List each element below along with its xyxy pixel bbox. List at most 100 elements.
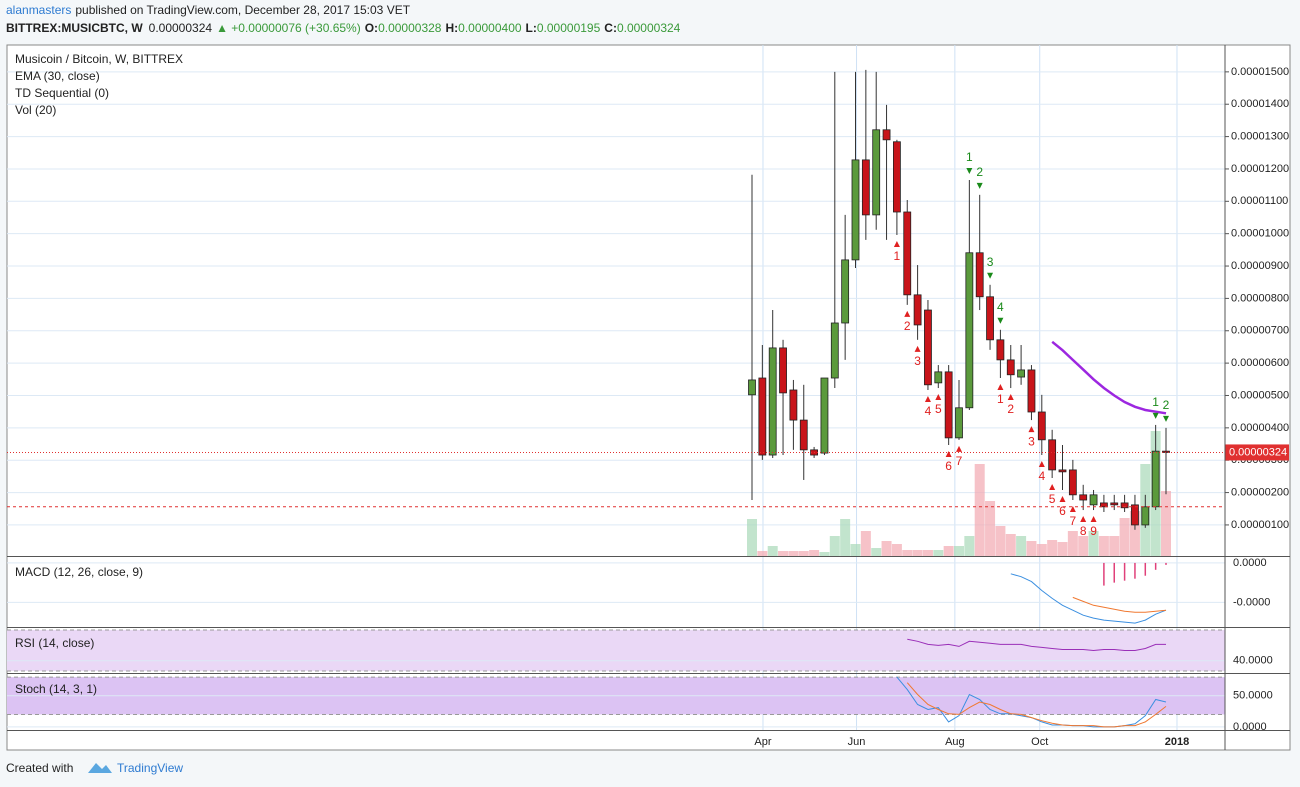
- volume-bar: [985, 501, 996, 556]
- candle-body: [1037, 411, 1046, 441]
- candle-body: [924, 309, 932, 386]
- candle-body: [748, 379, 756, 396]
- band: [7, 630, 1225, 671]
- volume-bar: [1067, 531, 1078, 556]
- volume-bar: [809, 550, 820, 556]
- x-tick-label: Aug: [945, 736, 965, 748]
- user[interactable]: alanmasters: [6, 3, 71, 17]
- indicator-title: MACD (12, 26, close, 9): [15, 565, 143, 579]
- td-arrow: [904, 310, 911, 317]
- td-label: 6: [945, 459, 952, 473]
- td-arrow: [1028, 426, 1035, 433]
- volume-bar: [1098, 536, 1109, 556]
- candle-body: [758, 377, 767, 456]
- header-line: alanmasters published on TradingView.com,…: [6, 3, 411, 17]
- candle-body: [882, 129, 891, 141]
- x-tick-label: 2018: [1165, 736, 1189, 748]
- td-label: 1: [894, 249, 901, 263]
- candle-body: [903, 211, 912, 296]
- x-tick-label: Jun: [848, 736, 866, 748]
- volume-bar: [1057, 542, 1068, 556]
- td-label: 2: [1007, 402, 1014, 416]
- y-tick-label: 0.00001200: [1231, 163, 1289, 175]
- y-tick-label: 0.0000: [1233, 721, 1267, 733]
- candle-body: [1131, 504, 1139, 526]
- td-arrow: [997, 317, 1004, 324]
- td-arrow: [1069, 506, 1076, 513]
- td-label: 1: [1152, 395, 1159, 409]
- price-label: 0.00000324: [1229, 446, 1287, 458]
- volume-bar: [933, 550, 944, 556]
- volume-bar: [1047, 540, 1058, 556]
- volume-bar: [840, 519, 851, 556]
- y-tick-label: 40.0000: [1233, 655, 1273, 667]
- symbol-line: BITTREX:MUSICBTC, W 0.00000324 ▲ +0.000000…: [6, 21, 681, 35]
- volume-bar: [1088, 531, 1099, 556]
- td-label: 2: [904, 319, 911, 333]
- volume-bar: [891, 544, 902, 556]
- published: published on TradingView.com, December 2…: [75, 3, 410, 17]
- volume-bar: [1078, 536, 1089, 556]
- volume-bar: [954, 546, 964, 556]
- volume-bar: [767, 546, 778, 556]
- td-label: 1: [966, 150, 973, 164]
- candle-body: [789, 389, 798, 421]
- candle-body: [934, 371, 943, 384]
- candle-body: [913, 294, 922, 326]
- y-tick-label: 50.0000: [1233, 690, 1273, 702]
- volume-bar: [1026, 541, 1037, 556]
- y-tick-label: 0.00001300: [1231, 130, 1289, 142]
- indicator-line: [906, 682, 1167, 728]
- td-arrow: [914, 345, 921, 352]
- volume-bar: [922, 550, 933, 556]
- td-arrow: [976, 182, 983, 189]
- candle-body: [955, 407, 963, 439]
- candle-body: [1089, 494, 1098, 506]
- td-arrow: [945, 450, 952, 457]
- td-arrow: [1152, 412, 1159, 419]
- y-tick-label: -0.0000: [1233, 596, 1270, 608]
- candle-body: [996, 339, 1005, 361]
- td-label: 3: [914, 354, 921, 368]
- y-tick-label: 0.00000800: [1231, 292, 1289, 304]
- candle-body: [1110, 502, 1119, 506]
- td-label: 8: [1080, 524, 1087, 538]
- y-tick-label: 0.0000: [1233, 557, 1267, 569]
- candle-body: [1068, 469, 1077, 496]
- y-tick-label: 0.00000700: [1231, 325, 1289, 337]
- y-tick-label: 0.00000100: [1231, 519, 1289, 531]
- footer-brand[interactable]: TradingView: [117, 761, 183, 775]
- candle-body: [1058, 469, 1067, 473]
- l-value: 0.00000195: [537, 21, 601, 35]
- candle-body: [779, 347, 787, 394]
- td-arrow: [1007, 394, 1014, 401]
- y-tick-label: 0.00000200: [1231, 486, 1289, 498]
- y-tick-label: 0.00001500: [1231, 66, 1289, 78]
- td-arrow: [893, 240, 900, 247]
- indicator-line: [1072, 596, 1167, 613]
- volume-bar: [871, 548, 882, 556]
- candle-body: [768, 347, 777, 456]
- td-arrow: [997, 384, 1004, 391]
- td-arrow: [987, 272, 994, 279]
- legend-ema: EMA (30, close): [15, 69, 100, 83]
- candle-body: [851, 159, 860, 261]
- candle-body: [830, 322, 839, 379]
- td-label: 4: [925, 404, 932, 418]
- td-label: 3: [1028, 434, 1035, 448]
- td-arrow: [935, 394, 942, 401]
- indicator-title: RSI (14, close): [15, 636, 94, 650]
- volume-bar: [819, 552, 830, 556]
- y-tick-label: 0.00001400: [1231, 98, 1289, 110]
- volume-bar: [788, 551, 799, 556]
- o-value: 0.00000328: [378, 21, 442, 35]
- brand-logo: [88, 763, 112, 773]
- candle-body: [1151, 450, 1160, 508]
- candle-body: [1120, 502, 1129, 509]
- candle-body: [1006, 359, 1015, 376]
- y-tick-label: 0.00000500: [1231, 389, 1289, 401]
- h-label: H:: [445, 21, 458, 35]
- h-value: 0.00000400: [458, 21, 522, 35]
